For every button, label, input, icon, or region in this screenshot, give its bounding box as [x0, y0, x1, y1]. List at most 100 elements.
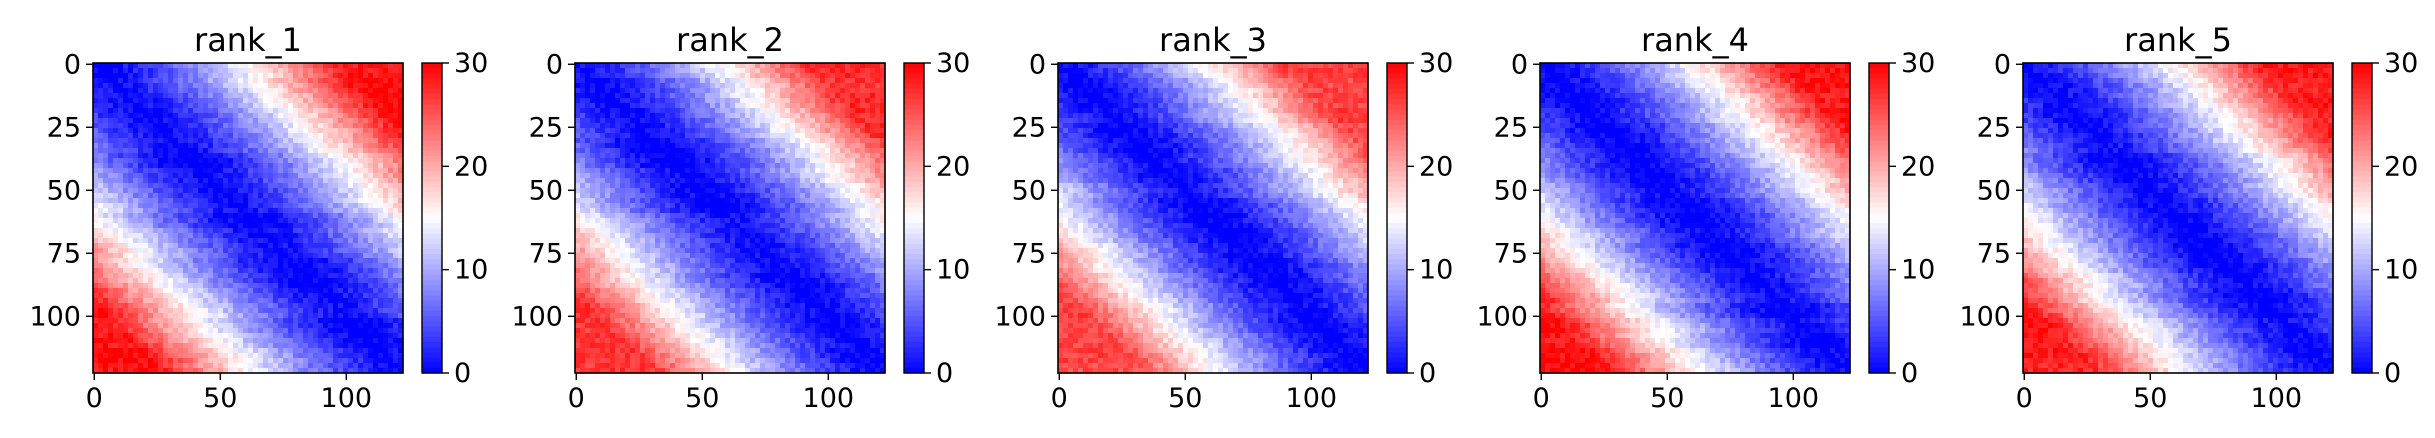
heatmap-cell — [625, 133, 631, 139]
heatmap-cell — [243, 333, 249, 339]
heatmap-cell — [655, 93, 661, 99]
heatmap-cell — [780, 73, 786, 79]
heatmap-cell — [388, 88, 394, 94]
heatmap-cell — [338, 323, 344, 329]
heatmap-cell — [168, 348, 174, 354]
heatmap-cell — [198, 138, 204, 144]
heatmap-cell — [123, 308, 129, 314]
heatmap-cell — [123, 78, 129, 84]
colorbar-segment — [422, 326, 442, 333]
heatmap-cell — [750, 118, 756, 124]
heatmap-cell — [338, 338, 344, 344]
heatmap-cell — [338, 163, 344, 169]
heatmap-cell — [188, 103, 194, 109]
heatmap-cell — [278, 133, 284, 139]
heatmap-cell — [710, 68, 716, 74]
heatmap-cell — [193, 298, 199, 304]
heatmap-cell — [725, 78, 731, 84]
heatmap-cell — [600, 68, 606, 74]
heatmap-cell — [343, 63, 349, 69]
heatmap-cell — [333, 318, 339, 324]
heatmap-cell — [368, 128, 374, 134]
heatmap-cell — [373, 153, 379, 159]
heatmap-cell — [805, 123, 811, 129]
heatmap-cell — [93, 338, 99, 344]
heatmap-cell — [248, 208, 254, 214]
heatmap-cell — [600, 133, 606, 139]
heatmap-cell — [288, 183, 294, 189]
heatmap-cell — [810, 113, 816, 119]
heatmap-cell — [273, 293, 279, 299]
heatmap-cell — [168, 358, 174, 364]
heatmap-cell — [770, 138, 776, 144]
heatmap-cell — [233, 313, 239, 319]
heatmap-cell — [133, 363, 139, 369]
heatmap-cell — [128, 288, 134, 294]
heatmap-cell — [198, 253, 204, 259]
heatmap-cell — [243, 103, 249, 109]
heatmap-cell — [645, 143, 651, 149]
heatmap-cell — [203, 133, 209, 139]
heatmap-cell — [323, 333, 329, 339]
heatmap-cell — [388, 133, 394, 139]
x-tick-label: 50 — [203, 383, 237, 414]
heatmap-cell — [850, 73, 856, 79]
heatmap-cell — [123, 283, 129, 289]
heatmap-cell — [228, 368, 234, 374]
heatmap-cell — [193, 308, 199, 314]
heatmap-cell — [173, 233, 179, 239]
heatmap-cell — [203, 178, 209, 184]
heatmap-cell — [825, 78, 831, 84]
heatmap-cell — [288, 348, 294, 354]
heatmap-cell — [860, 68, 866, 74]
heatmap-cell — [128, 248, 134, 254]
heatmap-cell — [735, 108, 741, 114]
heatmap-cell — [108, 83, 114, 89]
heatmap-cell — [825, 63, 831, 69]
heatmap-cell — [323, 158, 329, 164]
heatmap-cell — [393, 318, 399, 324]
heatmap-cell — [173, 238, 179, 244]
heatmap-cell — [870, 98, 876, 104]
heatmap-cell — [138, 78, 144, 84]
heatmap-cell — [328, 213, 334, 219]
heatmap-cell — [128, 253, 134, 259]
heatmap-cell — [278, 288, 284, 294]
heatmap-cell — [188, 138, 194, 144]
heatmap-cell — [338, 183, 344, 189]
heatmap-cell — [775, 123, 781, 129]
heatmap-cell — [108, 143, 114, 149]
heatmap-cell — [123, 363, 129, 369]
heatmap-cell — [770, 118, 776, 124]
heatmap-cell — [158, 103, 164, 109]
heatmap-cell — [278, 268, 284, 274]
heatmap-cell — [218, 93, 224, 99]
heatmap-cell — [690, 108, 696, 114]
heatmap-cell — [313, 293, 319, 299]
heatmap-cell — [153, 83, 159, 89]
heatmap-cell — [338, 248, 344, 254]
heatmap-cell — [193, 268, 199, 274]
heatmap-cell — [183, 193, 189, 199]
heatmap-cell — [113, 278, 119, 284]
heatmap-cell — [103, 303, 109, 309]
heatmap-cell — [670, 98, 676, 104]
heatmap-cell — [378, 118, 384, 124]
heatmap-cell — [343, 93, 349, 99]
heatmap-cell — [725, 138, 731, 144]
heatmap-cell — [228, 88, 234, 94]
heatmap-cell — [845, 68, 851, 74]
heatmap-cell — [108, 148, 114, 154]
heatmap-cell — [283, 178, 289, 184]
heatmap-cell — [193, 143, 199, 149]
heatmap-cell — [238, 93, 244, 99]
heatmap-cell — [273, 118, 279, 124]
heatmap-cell — [208, 298, 214, 304]
heatmap-cell — [208, 148, 214, 154]
heatmap-cell — [233, 293, 239, 299]
heatmap-cell — [138, 293, 144, 299]
heatmap-cell — [203, 253, 209, 259]
heatmap-cell — [128, 63, 134, 69]
heatmap-cell — [273, 173, 279, 179]
heatmap-cell — [93, 363, 99, 369]
